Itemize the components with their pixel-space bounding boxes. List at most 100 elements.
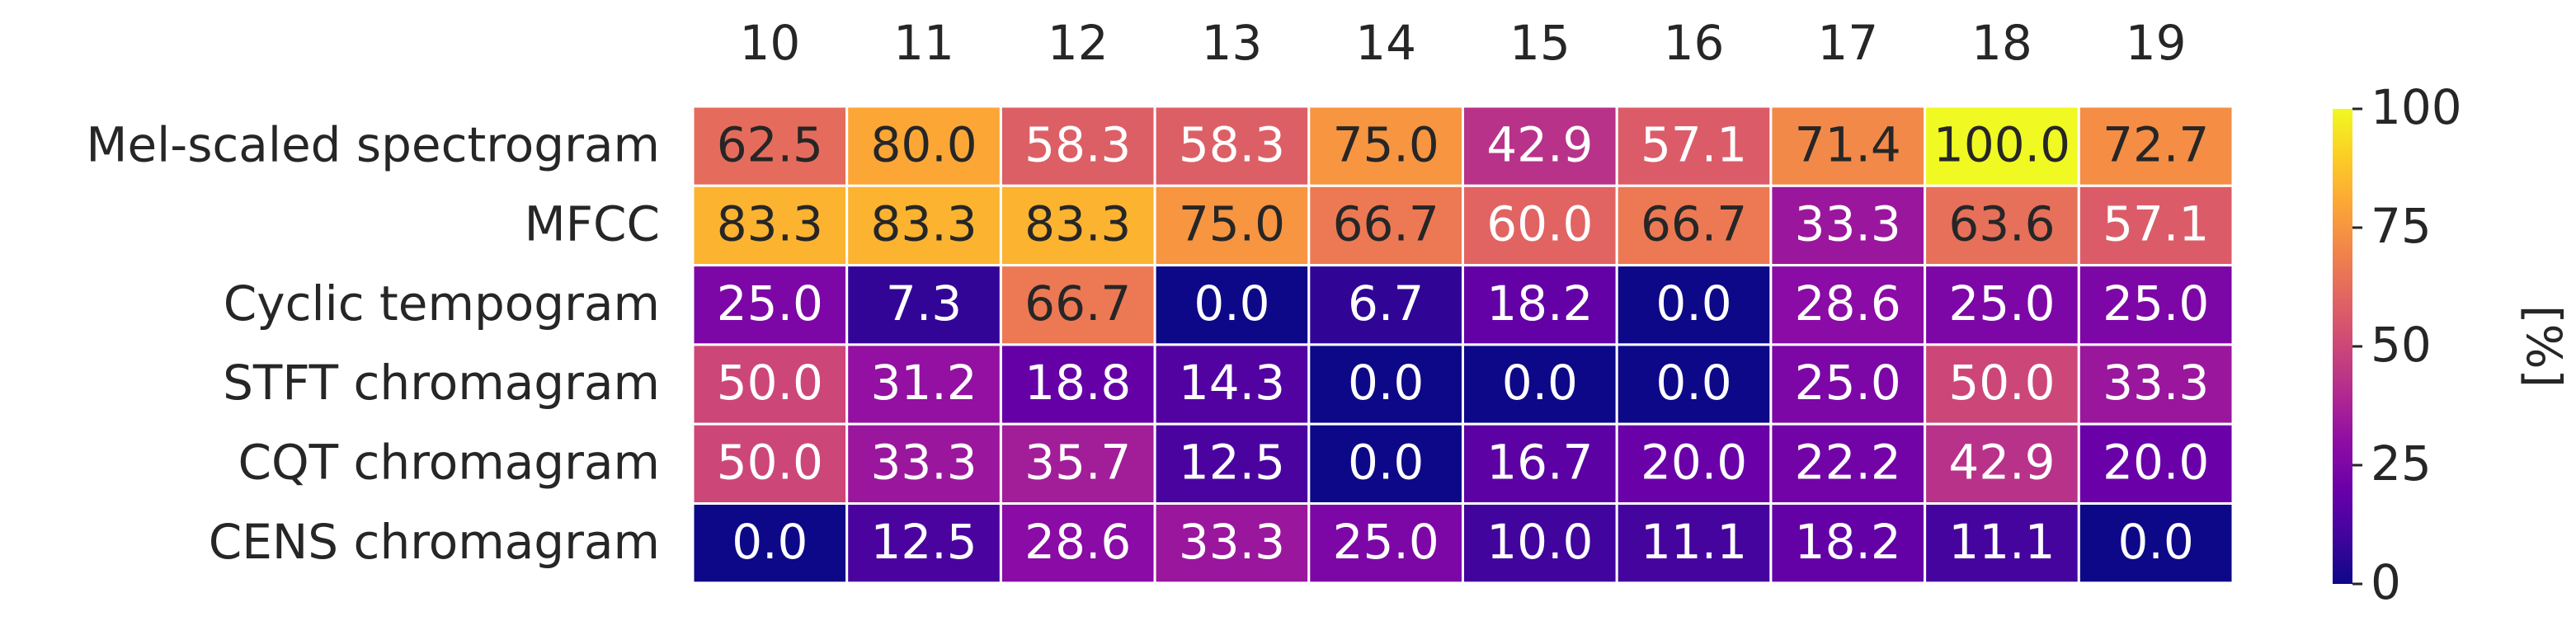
cell-value-label: 58.3 bbox=[1024, 116, 1131, 172]
colorbar-tick-label: 100 bbox=[2371, 79, 2462, 135]
x-tick-label: 17 bbox=[1817, 15, 1878, 71]
cell-value-label: 50.0 bbox=[1948, 355, 2055, 411]
x-tick-label: 15 bbox=[1509, 15, 1571, 71]
heatmap-cell bbox=[1924, 343, 2080, 426]
cell-value-label: 10.0 bbox=[1486, 514, 1593, 570]
colorbar-tick-label: 25 bbox=[2371, 435, 2432, 492]
heatmap-cell bbox=[1924, 422, 2080, 506]
cell-value-label: 66.7 bbox=[1641, 196, 1747, 252]
cell-value-label: 14.3 bbox=[1179, 355, 1285, 411]
heatmap-cells: 62.5 80.0 58.3 58.3 75.0 42.9 57.1 71.4 100.0 72.… bbox=[691, 105, 2235, 585]
heatmap-cell bbox=[1462, 502, 1618, 585]
cell-value-label: 20.0 bbox=[2103, 434, 2209, 490]
heatmap-cell bbox=[1462, 105, 1618, 187]
cell-value-label: 72.7 bbox=[2103, 116, 2209, 172]
heatmap-cell bbox=[691, 105, 849, 187]
heatmap-cell bbox=[1769, 184, 1927, 267]
cell-value-label: 16.7 bbox=[1486, 434, 1593, 490]
cell-value-label: 83.3 bbox=[1024, 196, 1131, 252]
cell-value-label: 18.8 bbox=[1024, 355, 1131, 411]
cell-value-label: 25.0 bbox=[717, 275, 823, 332]
cell-value-label: 63.6 bbox=[1948, 196, 2055, 252]
cell-value-label: 35.7 bbox=[1024, 434, 1131, 490]
heatmap-cell bbox=[1615, 343, 1773, 426]
cell-value-label: 0.0 bbox=[1348, 355, 1424, 411]
heatmap-cell bbox=[1462, 184, 1618, 267]
cell-value-label: 71.4 bbox=[1795, 116, 1901, 172]
y-tick-label: STFT chromagram bbox=[223, 355, 660, 411]
cell-value-label: 25.0 bbox=[1795, 355, 1901, 411]
heatmap-cell bbox=[1769, 105, 1927, 187]
cell-value-label: 50.0 bbox=[717, 434, 823, 490]
heatmap-cell bbox=[2077, 502, 2235, 585]
cell-value-label: 57.1 bbox=[1641, 116, 1747, 172]
cell-value-label: 0.0 bbox=[1655, 275, 1731, 332]
heatmap-cell bbox=[1153, 502, 1311, 585]
x-tick-label: 19 bbox=[2126, 15, 2187, 71]
heatmap-cell bbox=[691, 264, 849, 346]
cell-value-label: 66.7 bbox=[1024, 275, 1131, 332]
x-tick-label: 12 bbox=[1048, 15, 1109, 71]
cell-value-label: 0.0 bbox=[1655, 355, 1731, 411]
cell-value-label: 18.2 bbox=[1486, 275, 1593, 332]
cell-value-label: 83.3 bbox=[870, 196, 977, 252]
colorbar-tick-label: 75 bbox=[2371, 198, 2432, 254]
heatmap-cell bbox=[2077, 184, 2235, 267]
cell-value-label: 0.0 bbox=[732, 514, 808, 570]
cell-value-label: 12.5 bbox=[870, 514, 977, 570]
heatmap-cell bbox=[1462, 343, 1618, 426]
heatmap-cell bbox=[1615, 502, 1773, 585]
cell-value-label: 33.3 bbox=[1179, 514, 1285, 570]
cell-value-label: 58.3 bbox=[1179, 116, 1285, 172]
cell-value-label: 6.7 bbox=[1348, 275, 1424, 332]
heatmap-cell bbox=[691, 502, 849, 585]
x-tick-label: 16 bbox=[1664, 15, 1725, 71]
colorbar-gradient bbox=[2333, 109, 2352, 584]
heatmap-cell bbox=[1769, 422, 1927, 506]
cell-value-label: 11.1 bbox=[1641, 514, 1747, 570]
x-tick-label: 14 bbox=[1355, 15, 1416, 71]
x-tick-label: 10 bbox=[739, 15, 800, 71]
cell-value-label: 100.0 bbox=[1933, 116, 2070, 172]
cell-value-label: 66.7 bbox=[1333, 196, 1439, 252]
y-tick-label: CQT chromagram bbox=[238, 434, 660, 490]
colorbar: 0 25 50 75 100 [%] bbox=[2333, 79, 2572, 610]
cell-value-label: 75.0 bbox=[1333, 116, 1439, 172]
heatmap-cell bbox=[1924, 184, 2080, 267]
cell-value-label: 28.6 bbox=[1024, 514, 1131, 570]
cell-value-label: 33.3 bbox=[2103, 355, 2209, 411]
cell-value-label: 57.1 bbox=[2103, 196, 2209, 252]
heatmap-cell bbox=[999, 422, 1156, 506]
cell-value-label: 25.0 bbox=[1948, 275, 2055, 332]
heatmap-cell bbox=[845, 184, 1002, 267]
heatmap-cell bbox=[1615, 184, 1773, 267]
heatmap-cell bbox=[1307, 422, 1465, 506]
heatmap-cell bbox=[1615, 264, 1773, 346]
x-tick-label: 18 bbox=[1971, 15, 2032, 71]
x-tick-label: 13 bbox=[1202, 15, 1263, 71]
cell-value-label: 0.0 bbox=[1502, 355, 1578, 411]
cell-value-label: 31.2 bbox=[870, 355, 977, 411]
heatmap-cell bbox=[1769, 264, 1927, 346]
cell-value-label: 62.5 bbox=[717, 116, 823, 172]
y-tick-label: MFCC bbox=[525, 196, 660, 252]
cell-value-label: 28.6 bbox=[1795, 275, 1901, 332]
cell-value-label: 33.3 bbox=[870, 434, 977, 490]
heatmap-cell bbox=[1924, 264, 2080, 346]
heatmap-cell bbox=[845, 105, 1002, 187]
cell-value-label: 22.2 bbox=[1795, 434, 1901, 490]
y-axis-tick-labels: Mel-scaled spectrogram MFCC Cyclic tempogr… bbox=[86, 116, 660, 570]
heatmap-cell bbox=[2077, 105, 2235, 187]
heatmap-cell bbox=[2077, 422, 2235, 506]
cell-value-label: 11.1 bbox=[1948, 514, 2055, 570]
heatmap-cell bbox=[845, 264, 1002, 346]
heatmap-cell bbox=[1924, 502, 2080, 585]
cell-value-label: 60.0 bbox=[1486, 196, 1593, 252]
cell-value-label: 80.0 bbox=[870, 116, 977, 172]
cell-value-label: 83.3 bbox=[717, 196, 823, 252]
colorbar-tick-label: 50 bbox=[2371, 317, 2432, 373]
cell-value-label: 12.5 bbox=[1179, 434, 1285, 490]
cell-value-label: 0.0 bbox=[1194, 275, 1269, 332]
cell-value-label: 20.0 bbox=[1641, 434, 1747, 490]
